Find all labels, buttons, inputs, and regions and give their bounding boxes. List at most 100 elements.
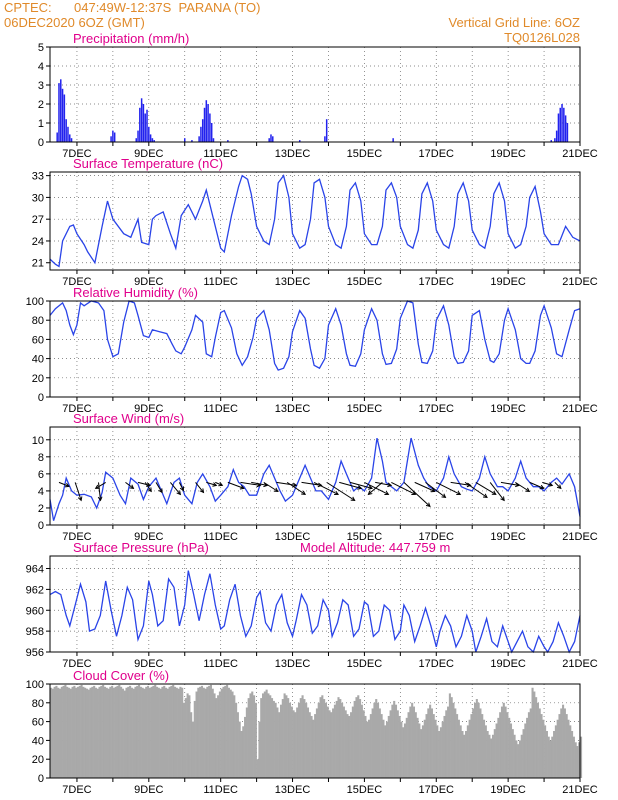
y-tick-label: 0 — [38, 520, 44, 532]
precip-bar — [209, 113, 211, 142]
series-line-wind — [49, 437, 581, 521]
cloud-bar — [544, 725, 547, 778]
cloud-bar — [132, 688, 135, 778]
cloud-bar — [578, 742, 581, 778]
precip-bar — [153, 140, 155, 142]
cloud-bar — [474, 702, 477, 778]
cloud-bar — [565, 714, 568, 778]
precip-bar — [65, 119, 67, 142]
wind-arrow-head — [350, 496, 356, 501]
x-tick-label: 11DEC — [203, 276, 238, 288]
wind-arrow-head — [218, 481, 224, 487]
cloud-bar — [301, 695, 304, 778]
cloud-bar — [454, 708, 457, 778]
series-line-rh — [49, 300, 581, 371]
cloud-bar — [130, 687, 133, 778]
cloud-bar — [572, 736, 575, 778]
panel-frame — [49, 683, 581, 779]
cloud-bar — [517, 744, 520, 778]
y-tick-label: 60 — [32, 334, 44, 346]
cloud-bar — [258, 721, 261, 778]
cloud-bar — [459, 725, 462, 778]
cloud-bar — [231, 691, 234, 778]
cloud-bar — [69, 688, 72, 778]
cloud-bar — [269, 695, 272, 778]
cloud-bar — [418, 723, 421, 778]
cloud-bar — [321, 695, 324, 778]
y-tick-label: 958 — [26, 626, 44, 638]
wind-arrow-head — [317, 482, 323, 488]
cloud-bar — [488, 734, 491, 778]
cloud-bar — [470, 714, 473, 778]
precip-bar — [135, 138, 137, 142]
wind-arrow — [403, 482, 431, 507]
cloud-bar — [308, 712, 311, 778]
cloud-bar — [376, 702, 380, 778]
cloud-bar — [170, 685, 173, 778]
cloud-bar — [179, 686, 182, 778]
cloud-bar — [366, 721, 369, 778]
y-tick-label: 20 — [32, 373, 44, 385]
wind-arrow — [425, 481, 446, 498]
wind-arrow — [251, 481, 268, 486]
y-tick-label: 27 — [32, 214, 44, 226]
panel-title-wind: Surface Wind (m/s) — [73, 411, 184, 426]
cloud-bar — [486, 731, 489, 778]
x-tick-label: 15DEC — [347, 531, 383, 543]
cloud-bar — [256, 759, 259, 778]
cloud-bar — [393, 700, 396, 778]
cloud-bar — [554, 725, 557, 778]
wind-arrow-head — [548, 482, 554, 487]
cloud-bar — [536, 702, 539, 778]
wind-arrow-head — [556, 484, 562, 490]
x-tick-label: 19DEC — [490, 784, 526, 796]
y-tick-label: 5 — [38, 42, 44, 54]
cloud-bar — [499, 712, 502, 778]
x-tick-label: 11DEC — [203, 403, 238, 415]
cloud-bar — [57, 687, 60, 778]
precip-bar — [210, 123, 213, 142]
cloud-bar — [89, 687, 92, 778]
cloud-bar — [129, 685, 132, 778]
cloud-bar — [154, 684, 157, 778]
cloud-bar — [371, 708, 374, 778]
wind-arrow-head — [334, 490, 340, 496]
cloud-bar — [360, 704, 363, 778]
precip-bar — [63, 94, 66, 142]
precip-bar — [555, 130, 558, 142]
wind-arrow-head — [539, 484, 545, 490]
cloud-bar — [524, 723, 527, 778]
cloud-bar — [288, 702, 292, 778]
cloud-bar — [391, 704, 394, 778]
panel-frame — [49, 426, 581, 526]
precip-bar — [270, 134, 272, 142]
cloud-bar — [143, 688, 146, 778]
panel-title-rh: Relative Humidity (%) — [73, 285, 198, 300]
cloud-bar — [103, 686, 106, 778]
precip-bar — [149, 134, 152, 142]
cloud-bar — [481, 714, 484, 778]
cloud-bar — [432, 714, 435, 778]
cloud-bar — [242, 726, 245, 778]
y-tick-label: 2 — [38, 503, 44, 515]
cloud-bar — [448, 693, 451, 778]
cloud-bar — [139, 686, 142, 778]
cloud-bar — [533, 691, 536, 778]
cloud-bar — [511, 729, 514, 778]
cloud-bar — [315, 708, 318, 778]
cloud-bar — [283, 693, 286, 778]
cloud-bar — [190, 712, 193, 778]
cloud-bar — [272, 700, 275, 778]
cloud-bar — [447, 706, 450, 778]
cloud-bar — [50, 687, 53, 778]
wind-arrow — [206, 481, 217, 486]
header-run: 06DEC2020 6OZ (GMT) — [4, 15, 145, 30]
cloud-bar — [235, 702, 238, 778]
x-tick-label: 19DEC — [490, 531, 526, 543]
cloud-bar — [175, 687, 178, 778]
panel-title-temp: Surface Temperature (nC) — [73, 156, 223, 171]
wind-arrow — [74, 482, 82, 501]
cloud-bar — [166, 688, 169, 778]
cloud-bar — [157, 687, 160, 778]
y-tick-label: 0 — [38, 137, 44, 149]
